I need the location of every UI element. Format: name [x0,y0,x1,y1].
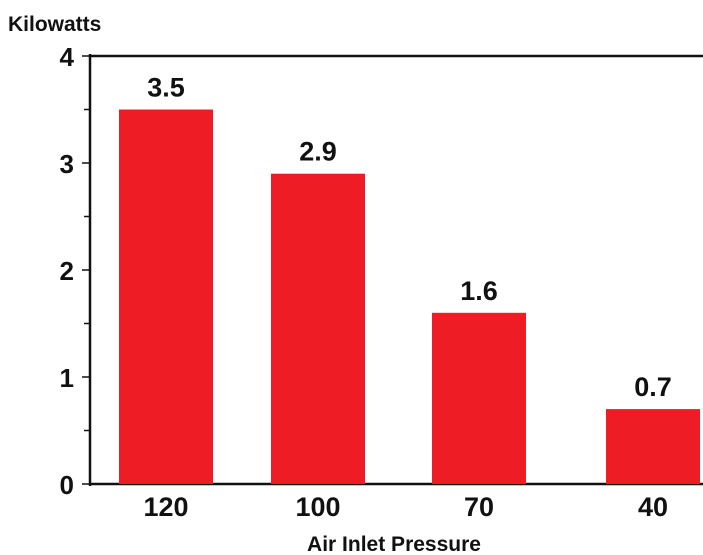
x-tick-label: 70 [464,492,494,522]
plot-area: 0 1 2 3 4 3.5 120 2.9 100 1.6 70 0.7 40 [60,42,703,522]
bar [119,109,213,484]
x-tick-label: 40 [638,492,668,522]
y-tick-label: 0 [60,470,74,500]
data-label: 1.6 [460,276,498,306]
bar [606,409,700,484]
data-label: 3.5 [147,73,185,103]
y-tick-label: 1 [60,363,74,393]
x-tick-label: 120 [143,492,188,522]
bar [271,173,365,484]
y-tick-label: 3 [60,149,74,179]
data-label: 2.9 [299,137,337,167]
y-tick-label: 2 [60,256,74,286]
data-label: 0.7 [634,372,672,402]
x-tick-label: 100 [295,492,340,522]
x-axis-label: Air Inlet Pressure [307,533,481,555]
y-tick-label: 4 [60,42,75,72]
y-axis-label: Kilowatts [8,13,101,36]
bar [432,312,526,484]
